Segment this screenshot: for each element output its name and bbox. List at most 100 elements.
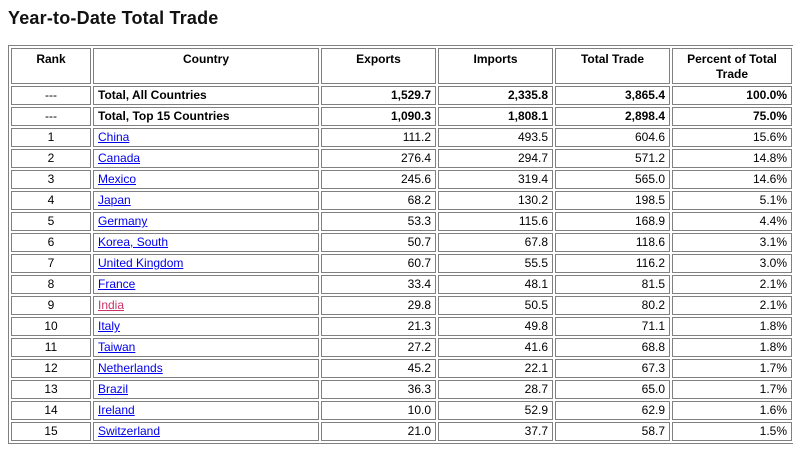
percent-cell: 14.8% [672,149,792,168]
exports-cell: 29.8 [321,296,436,315]
country-row: 10 Italy 21.3 49.8 71.1 1.8% [11,317,792,336]
rank-cell: 7 [11,254,91,273]
country-row: 7 United Kingdom 60.7 55.5 116.2 3.0% [11,254,792,273]
country-link[interactable]: India [98,298,125,312]
percent-cell: 5.1% [672,191,792,210]
country-row: 15 Switzerland 21.0 37.7 58.7 1.5% [11,422,792,441]
percent-cell: 4.4% [672,212,792,231]
country-link[interactable]: Brazil [98,382,129,396]
imports-cell: 1,808.1 [438,107,553,126]
imports-cell: 22.1 [438,359,553,378]
exports-cell: 245.6 [321,170,436,189]
exports-cell: 60.7 [321,254,436,273]
country-cell: China [93,128,319,147]
rank-cell: 5 [11,212,91,231]
country-link[interactable]: Ireland [98,403,135,417]
rank-cell: 9 [11,296,91,315]
total-trade-cell: 116.2 [555,254,670,273]
exports-cell: 21.0 [321,422,436,441]
total-trade-cell: 65.0 [555,380,670,399]
country-row: 3 Mexico 245.6 319.4 565.0 14.6% [11,170,792,189]
country-cell: Taiwan [93,338,319,357]
imports-cell: 115.6 [438,212,553,231]
column-header-country: Country [93,48,319,84]
country-cell: Switzerland [93,422,319,441]
country-cell: India [93,296,319,315]
exports-cell: 50.7 [321,233,436,252]
total-row: --- Total, Top 15 Countries 1,090.3 1,808.1… [11,107,792,126]
country-row: 8 France 33.4 48.1 81.5 2.1% [11,275,792,294]
country-link[interactable]: France [98,277,136,291]
rank-cell: 4 [11,191,91,210]
country-cell: Ireland [93,401,319,420]
exports-cell: 1,090.3 [321,107,436,126]
exports-cell: 33.4 [321,275,436,294]
imports-cell: 130.2 [438,191,553,210]
imports-cell: 48.1 [438,275,553,294]
rank-cell: 6 [11,233,91,252]
country-link[interactable]: Italy [98,319,121,333]
country-cell: Canada [93,149,319,168]
percent-cell: 3.0% [672,254,792,273]
rank-cell: 3 [11,170,91,189]
column-header-imports: Imports [438,48,553,84]
country-cell: Total, All Countries [93,86,319,105]
country-link[interactable]: United Kingdom [98,256,184,270]
country-cell: Total, Top 15 Countries [93,107,319,126]
imports-cell: 294.7 [438,149,553,168]
country-cell: Germany [93,212,319,231]
rank-cell: --- [11,86,91,105]
country-cell: United Kingdom [93,254,319,273]
rank-cell: 13 [11,380,91,399]
column-header-total-trade: Total Trade [555,48,670,84]
percent-cell: 1.5% [672,422,792,441]
total-trade-cell: 3,865.4 [555,86,670,105]
total-trade-cell: 168.9 [555,212,670,231]
country-link[interactable]: Mexico [98,172,137,186]
total-trade-cell: 68.8 [555,338,670,357]
total-trade-cell: 118.6 [555,233,670,252]
country-cell: Korea, South [93,233,319,252]
rank-cell: 2 [11,149,91,168]
country-link[interactable]: Netherlands [98,361,163,375]
country-link[interactable]: Taiwan [98,340,136,354]
imports-cell: 28.7 [438,380,553,399]
country-cell: Brazil [93,380,319,399]
total-trade-cell: 198.5 [555,191,670,210]
country-cell: Italy [93,317,319,336]
country-row: 1 China 111.2 493.5 604.6 15.6% [11,128,792,147]
total-trade-cell: 71.1 [555,317,670,336]
country-link[interactable]: Canada [98,151,141,165]
percent-cell: 3.1% [672,233,792,252]
country-link[interactable]: China [98,130,130,144]
country-link[interactable]: Germany [98,214,148,228]
country-row: 4 Japan 68.2 130.2 198.5 5.1% [11,191,792,210]
country-row: 5 Germany 53.3 115.6 168.9 4.4% [11,212,792,231]
exports-cell: 45.2 [321,359,436,378]
trade-table: Rank Country Exports Imports Total Trade… [8,45,793,444]
imports-cell: 37.7 [438,422,553,441]
column-header-percent: Percent of Total Trade [672,48,792,84]
total-trade-cell: 604.6 [555,128,670,147]
imports-cell: 52.9 [438,401,553,420]
rank-cell: 12 [11,359,91,378]
country-link[interactable]: Korea, South [98,235,169,249]
exports-cell: 111.2 [321,128,436,147]
country-link[interactable]: Switzerland [98,424,161,438]
imports-cell: 2,335.8 [438,86,553,105]
country-row: 12 Netherlands 45.2 22.1 67.3 1.7% [11,359,792,378]
country-cell: Netherlands [93,359,319,378]
total-trade-cell: 81.5 [555,275,670,294]
country-link[interactable]: Japan [98,193,131,207]
imports-cell: 41.6 [438,338,553,357]
table-body: --- Total, All Countries 1,529.7 2,335.8 3,8… [11,86,792,441]
country-cell: Mexico [93,170,319,189]
total-row: --- Total, All Countries 1,529.7 2,335.8 3,8… [11,86,792,105]
country-row: 14 Ireland 10.0 52.9 62.9 1.6% [11,401,792,420]
country-row: 13 Brazil 36.3 28.7 65.0 1.7% [11,380,792,399]
country-row: 2 Canada 276.4 294.7 571.2 14.8% [11,149,792,168]
column-header-exports: Exports [321,48,436,84]
total-trade-cell: 565.0 [555,170,670,189]
exports-cell: 10.0 [321,401,436,420]
total-trade-cell: 80.2 [555,296,670,315]
